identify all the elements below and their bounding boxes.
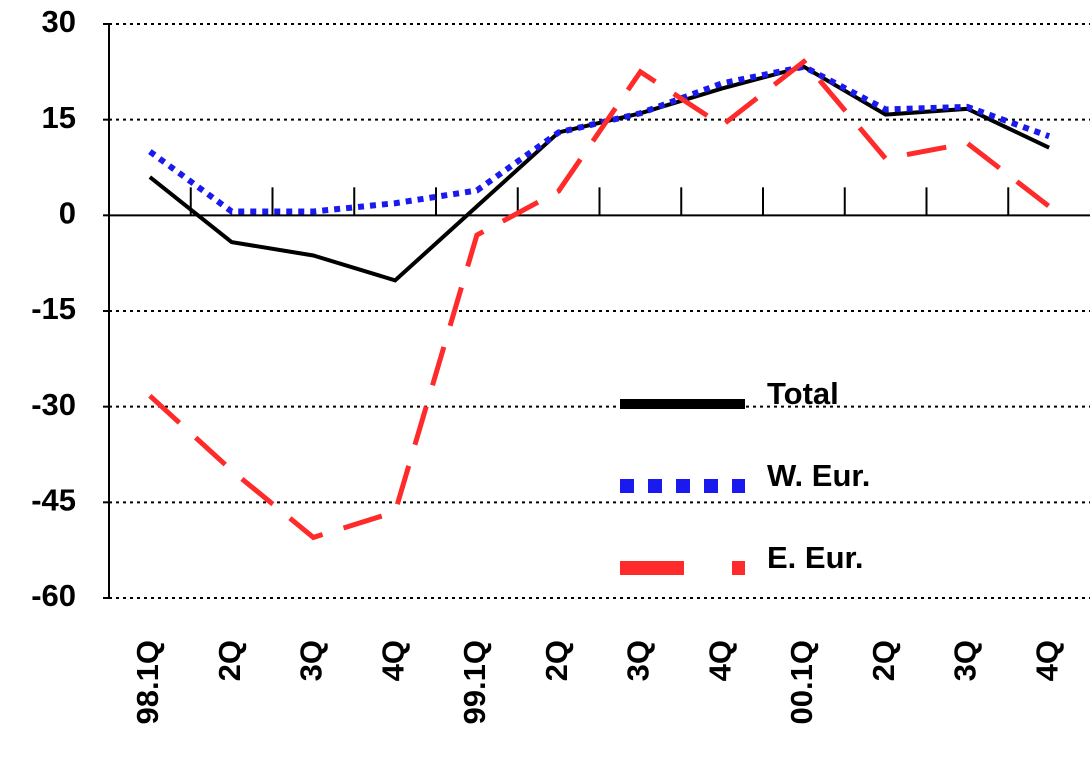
y-tick-label: 15: [42, 100, 76, 135]
series-line: [148, 63, 1051, 215]
series-line: [148, 64, 1050, 283]
y-tick-label: -30: [31, 387, 76, 422]
y-tick-label: 30: [42, 4, 76, 39]
x-tick-label: 2Q: [866, 640, 901, 681]
x-tick-label: 4Q: [1029, 640, 1064, 681]
x-tick-label: 3Q: [294, 640, 329, 681]
legend-label: Total: [767, 376, 839, 411]
x-tick-label: 3Q: [948, 640, 983, 681]
x-tick-label: 98.1Q: [130, 640, 165, 724]
x-tick-label: 99.1Q: [457, 640, 492, 724]
legend-label: W. Eur.: [767, 458, 870, 493]
legend-label: E. Eur.: [767, 540, 863, 575]
x-tick-label: 2Q: [212, 640, 247, 681]
x-tick-label: 4Q: [375, 640, 410, 681]
series-line: [148, 58, 1051, 541]
x-tick-label: 00.1Q: [784, 640, 819, 724]
y-tick-label: -60: [31, 578, 76, 613]
y-tick-label: 0: [59, 196, 76, 231]
y-tick-label: -45: [31, 483, 76, 518]
x-tick-label: 4Q: [702, 640, 737, 681]
x-tick-label: 3Q: [621, 640, 656, 681]
y-tick-label: -15: [31, 291, 76, 326]
x-tick-label: 2Q: [539, 640, 574, 681]
